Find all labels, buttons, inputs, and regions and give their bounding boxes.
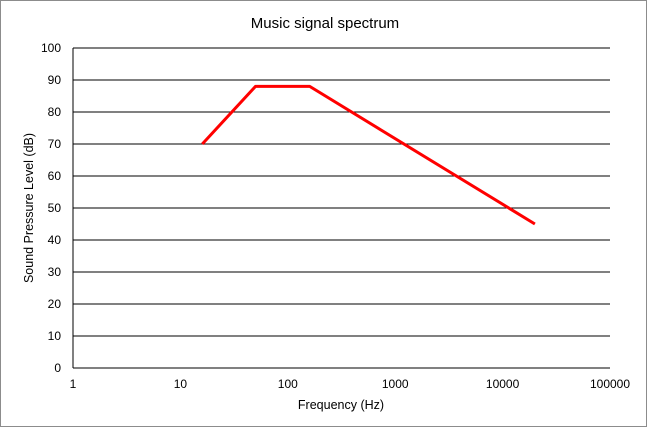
x-tick-labels: 1 10 100 1000 10000 100000 <box>70 377 631 391</box>
x-tick-label: 1 <box>70 377 77 391</box>
y-tick-label: 40 <box>48 233 62 247</box>
y-tick-label: 0 <box>54 361 61 375</box>
series-line-0 <box>201 84 536 226</box>
y-tick-label: 10 <box>48 329 62 343</box>
x-tick-label: 10 <box>174 377 188 391</box>
y-tick-label: 80 <box>48 105 62 119</box>
gridlines <box>72 47 610 369</box>
y-tick-labels: 0 10 20 30 40 50 60 70 80 90 100 <box>41 41 61 375</box>
y-tick-label: 20 <box>48 297 62 311</box>
y-tick-label: 90 <box>48 73 62 87</box>
y-tick-label: 60 <box>48 169 62 183</box>
y-tick-label: 70 <box>48 137 62 151</box>
x-axis-title: Frequency (Hz) <box>298 398 384 412</box>
y-tick-label: 100 <box>41 41 61 55</box>
y-tick-label: 30 <box>48 265 62 279</box>
x-tick-label: 10000 <box>486 377 520 391</box>
series-layer <box>201 84 536 226</box>
chart-title: Music signal spectrum <box>251 15 399 32</box>
x-tick-label: 1000 <box>382 377 409 391</box>
x-tick-label: 100000 <box>590 377 630 391</box>
x-tick-label: 100 <box>278 377 298 391</box>
y-tick-label: 50 <box>48 201 62 215</box>
y-axis-title: Sound Pressure Level (dB) <box>22 133 36 283</box>
